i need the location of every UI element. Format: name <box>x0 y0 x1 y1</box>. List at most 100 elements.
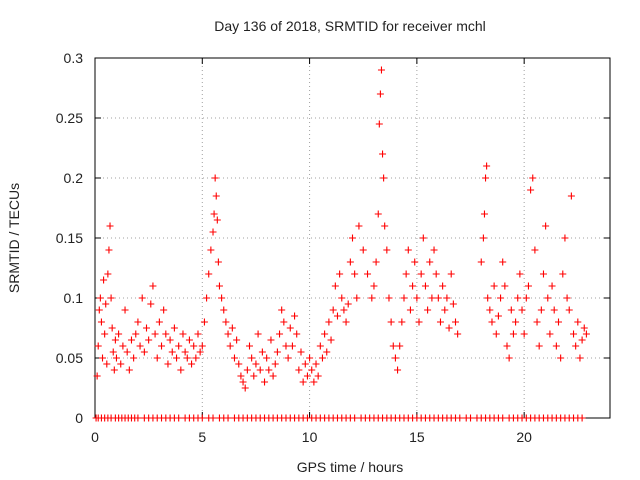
data-point <box>267 336 275 344</box>
data-point <box>424 306 432 314</box>
data-point <box>134 318 142 326</box>
data-point <box>205 270 213 278</box>
data-point <box>578 336 586 344</box>
data-point <box>377 66 385 74</box>
data-point <box>162 330 170 338</box>
data-point <box>258 348 266 356</box>
data-point <box>318 354 326 362</box>
data-point <box>509 330 517 338</box>
data-point <box>477 258 485 266</box>
data-point <box>310 378 318 386</box>
data-point <box>484 294 492 302</box>
data-point <box>539 270 547 278</box>
data-point <box>107 294 115 302</box>
data-point <box>230 354 238 362</box>
data-point <box>565 306 573 314</box>
data-point <box>99 354 107 362</box>
data-point <box>308 366 316 374</box>
data-point <box>200 318 208 326</box>
data-point <box>248 354 256 362</box>
data-point <box>380 174 388 182</box>
data-point <box>567 192 575 200</box>
data-point <box>445 324 453 332</box>
data-point-zero <box>198 414 206 422</box>
data-point <box>327 336 335 344</box>
data-point <box>325 318 333 326</box>
data-point <box>419 234 427 242</box>
data-point <box>415 318 423 326</box>
data-point <box>441 306 449 314</box>
data-point <box>209 228 217 236</box>
data-point <box>503 342 511 350</box>
data-point <box>544 294 552 302</box>
data-point <box>263 354 271 362</box>
data-point <box>379 150 387 158</box>
data-point <box>239 378 247 386</box>
data-point <box>250 372 258 380</box>
data-point <box>561 234 569 242</box>
data-point <box>516 270 524 278</box>
data-point <box>372 258 380 266</box>
data-point <box>338 294 346 302</box>
data-point <box>112 354 120 362</box>
data-point <box>486 306 494 314</box>
data-point <box>527 186 535 194</box>
y-tick-label: 0 <box>75 410 83 426</box>
data-point <box>284 354 292 362</box>
data-point <box>123 348 131 356</box>
data-point <box>406 306 414 314</box>
data-point <box>127 336 135 344</box>
y-tick-label: 0.05 <box>56 350 83 366</box>
data-point <box>548 282 556 290</box>
data-point <box>411 258 419 266</box>
data-point <box>443 294 451 302</box>
data-point <box>316 342 324 350</box>
data-point <box>499 258 507 266</box>
data-point <box>404 246 412 254</box>
data-point <box>214 258 222 266</box>
data-point <box>299 378 307 386</box>
data-point <box>417 270 425 278</box>
data-point <box>452 318 459 326</box>
data-point <box>349 234 356 242</box>
data-point <box>198 342 206 350</box>
data-point <box>252 360 260 368</box>
data-point <box>524 282 532 290</box>
data-point <box>177 366 185 374</box>
data-point <box>286 324 294 332</box>
data-point <box>303 372 311 380</box>
data-point <box>546 330 554 338</box>
data-point <box>522 294 530 302</box>
data-point <box>482 174 490 182</box>
data-point <box>103 360 111 368</box>
data-point <box>389 342 397 350</box>
data-point-zero <box>175 414 183 422</box>
data-point <box>351 270 359 278</box>
x-tick-label: 0 <box>91 429 99 445</box>
data-point <box>104 270 112 278</box>
data-point-zero <box>456 414 464 422</box>
data-point <box>421 282 429 290</box>
data-point <box>243 366 251 374</box>
data-point <box>210 210 218 218</box>
data-point <box>140 348 148 356</box>
data-point <box>574 318 582 326</box>
data-point <box>108 324 116 332</box>
data-point <box>147 300 155 308</box>
data-point <box>518 306 526 314</box>
data-point-zero <box>224 414 232 422</box>
data-point <box>364 270 372 278</box>
data-point <box>507 306 515 314</box>
data-point <box>542 222 550 230</box>
data-point <box>222 318 230 326</box>
data-point <box>490 282 498 290</box>
data-point <box>138 294 146 302</box>
data-point <box>331 282 339 290</box>
data-point <box>132 330 140 338</box>
y-axis-title: SRMTID / TECUs <box>6 183 22 293</box>
x-axis-title: GPS time / hours <box>297 459 404 475</box>
data-point <box>483 162 491 170</box>
data-point <box>291 312 299 320</box>
data-point <box>430 246 438 254</box>
data-point-zero <box>134 414 142 422</box>
